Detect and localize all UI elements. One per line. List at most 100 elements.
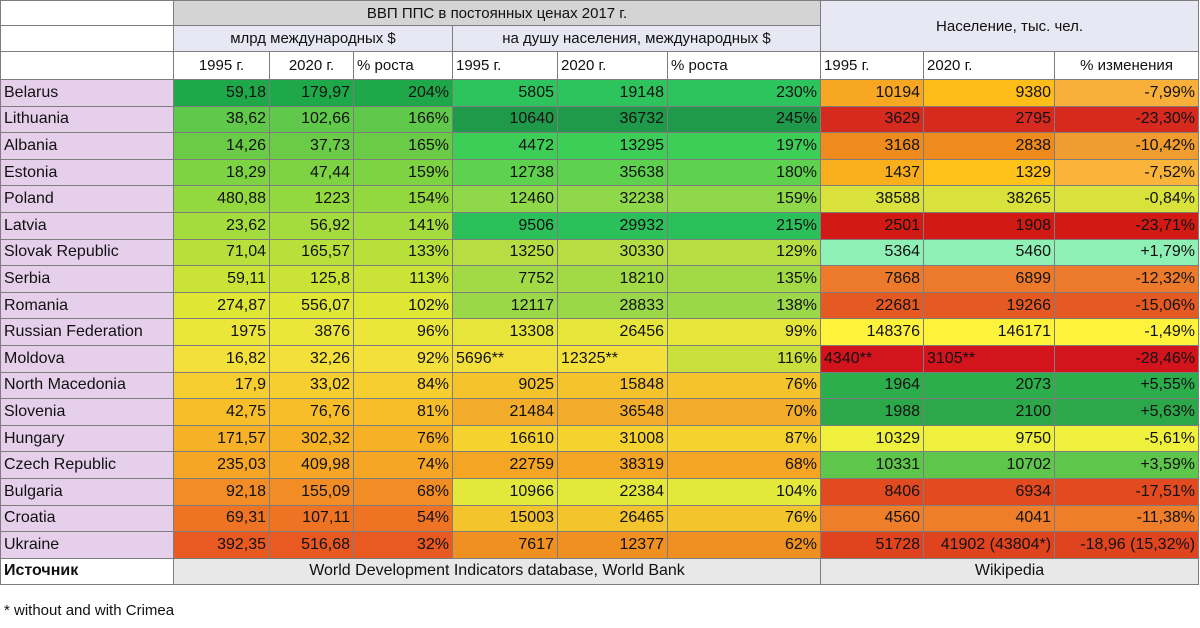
cell-n95: 5364 [820,238,925,267]
cell-p20: 26456 [557,318,668,346]
cell-p95: 10640 [452,105,558,134]
cell-g20: 179,97 [269,79,354,107]
cell-n95: 3168 [820,132,925,160]
cell-g95: 392,35 [173,531,270,559]
cell-pgr: 138% [666,291,822,320]
cell-pgr: 62% [666,531,822,559]
cell-n95: 1964 [820,371,925,400]
cell-p95: 13308 [452,318,558,346]
cell-gr: 113% [353,265,453,293]
cell-nch: +1,79% [1054,238,1200,267]
cell-p95: 12460 [452,185,558,213]
cell-p95: 9506 [452,211,558,240]
cell-pgr: 245% [666,105,822,134]
cell-n95: 10329 [820,424,925,453]
gdp-source: World Development Indicators database, W… [172,557,822,586]
country-name: Romania [0,291,174,320]
cell-g95: 16,82 [173,344,270,373]
cell-n20: 3105** [923,344,1056,373]
cell-gr: 133% [353,238,453,267]
cell-n95: 8406 [820,477,925,506]
cell-p95: 16610 [452,424,558,453]
cell-pgr: 104% [666,477,822,506]
country-name: Czech Republic [0,451,174,479]
table-row: Lithuania 38,62 102,66 166% 10640 36732 245% 36… [0,105,1200,134]
cell-nch: -10,42% [1054,132,1200,160]
cell-n95: 1988 [820,398,925,426]
cell-g95: 59,11 [173,265,270,293]
table-row: Latvia 23,62 56,92 141% 9506 29932 215% 2501 190… [0,211,1200,240]
cell-nch: -0,84% [1054,185,1200,213]
cell-nch: +5,55% [1054,371,1200,400]
cell-g95: 235,03 [173,451,270,479]
col-percap-growth: % роста [666,51,822,80]
cell-g95: 38,62 [173,105,270,134]
table-row: Slovak Republic 71,04 165,57 133% 13250 30330… [0,238,1200,267]
country-name: Lithuania [0,105,174,134]
col-gdp-1995: 1995 г. [173,51,270,80]
cell-g20: 3876 [269,318,354,346]
cell-pgr: 87% [666,424,822,453]
cell-p95: 13250 [452,238,558,267]
cell-g95: 1975 [173,318,270,346]
cell-nch: -1,49% [1054,318,1200,346]
col-pop-2020: 2020 г. [923,51,1056,80]
table-row: Czech Republic 235,03 409,98 74% 22759 38319 6… [0,451,1200,479]
cell-p20: 19148 [557,79,668,107]
cell-p20: 32238 [557,185,668,213]
cell-gr: 165% [353,132,453,160]
gdp-title: ВВП ППС в постоянных ценах 2017 г. [172,0,822,26]
table-row: Ukraine 392,35 516,68 32% 7617 12377 62% 51728 4… [0,531,1200,559]
table-row: Albania 14,26 37,73 165% 4472 13295 197% 3168 28… [0,132,1200,160]
cell-g20: 125,8 [269,265,354,293]
cell-pgr: 135% [666,265,822,293]
cell-n95: 10194 [820,79,925,107]
cell-g20: 76,76 [269,398,354,426]
cell-gr: 96% [353,318,453,346]
table-row: Belarus 59,18 179,97 204% 5805 19148 230% 10194… [0,79,1200,107]
table-row: Estonia 18,29 47,44 159% 12738 35638 180% 1437 1… [0,158,1200,187]
cell-nch: -5,61% [1054,424,1200,453]
cell-g20: 56,92 [269,211,354,240]
source-label: Источник [0,557,174,586]
table-row: Croatia 69,31 107,11 54% 15003 26465 76% 4560 40… [0,504,1200,533]
cell-g20: 302,32 [269,424,354,453]
cell-p95: 15003 [452,504,558,533]
cell-n95: 3629 [820,105,925,134]
cell-p20: 26465 [557,504,668,533]
cell-p20: 18210 [557,265,668,293]
cell-nch: -28,46% [1054,344,1200,373]
table-row: Romania 274,87 556,07 102% 12117 28833 138% 226… [0,291,1200,320]
country-name: Hungary [0,424,174,453]
cell-p20: 36548 [557,398,668,426]
cell-g95: 59,18 [173,79,270,107]
cell-gr: 159% [353,158,453,187]
gdp-per-capita-header: на душу населения, международных $ [451,25,822,52]
cell-p95: 21484 [452,398,558,426]
cell-nch: -23,30% [1054,105,1200,134]
blank-corner-3 [0,51,174,80]
cell-g20: 37,73 [269,132,354,160]
country-name: North Macedonia [0,371,174,400]
cell-gr: 166% [353,105,453,134]
cell-n95: 2501 [820,211,925,240]
cell-g95: 18,29 [173,158,270,187]
cell-g95: 171,57 [173,424,270,453]
cell-n20: 2073 [923,371,1056,400]
cell-p95: 9025 [452,371,558,400]
population-source: Wikipedia [820,557,1200,586]
table-row: North Macedonia 17,9 33,02 84% 9025 15848 76% 1… [0,371,1200,400]
cell-nch: -11,38% [1054,504,1200,533]
cell-n20: 41902 (43804*) [923,531,1056,559]
country-name: Bulgaria [0,477,174,506]
cell-n20: 6899 [923,265,1056,293]
cell-g20: 47,44 [269,158,354,187]
cell-pgr: 76% [666,504,822,533]
cell-p20: 13295 [557,132,668,160]
cell-g20: 165,57 [269,238,354,267]
cell-gr: 54% [353,504,453,533]
table-row: Russian Federation 1975 3876 96% 13308 26456 9… [0,318,1200,346]
cell-p20: 36732 [557,105,668,134]
cell-n20: 38265 [923,185,1056,213]
cell-pgr: 197% [666,132,822,160]
